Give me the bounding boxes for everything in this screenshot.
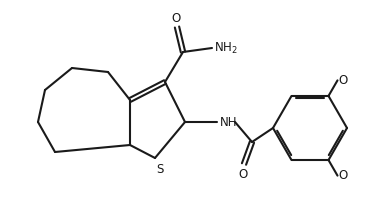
Text: O: O <box>238 168 248 181</box>
Text: O: O <box>171 12 180 25</box>
Text: O: O <box>338 169 348 182</box>
Text: S: S <box>156 163 164 176</box>
Text: O: O <box>338 74 348 87</box>
Text: NH$_2$: NH$_2$ <box>214 40 238 56</box>
Text: NH: NH <box>220 115 238 129</box>
